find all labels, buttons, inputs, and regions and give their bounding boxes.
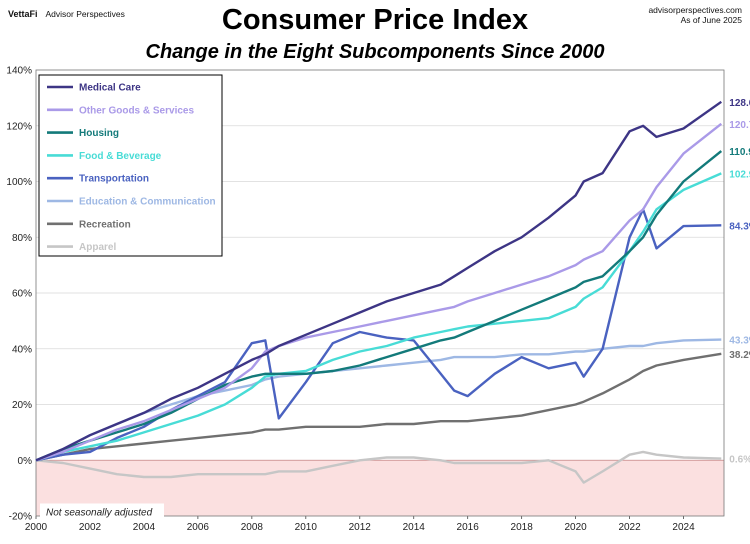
y-tick-label: 0% xyxy=(18,456,33,467)
series-end-label: 43.3% xyxy=(729,336,750,347)
legend-label: Apparel xyxy=(79,242,116,253)
y-tick-label: 80% xyxy=(12,233,32,244)
plot-frame xyxy=(35,69,725,517)
x-tick-label: 2002 xyxy=(79,522,102,533)
y-tick-label: 40% xyxy=(12,344,32,355)
legend-box xyxy=(38,74,223,257)
series-line-recreation xyxy=(35,352,722,462)
chart-subtitle: Change in the Eight Subcomponents Since … xyxy=(145,41,605,63)
y-tick-label: 60% xyxy=(12,289,32,300)
x-tick-label: 2004 xyxy=(133,522,156,533)
series-end-label: 84.3% xyxy=(729,221,750,232)
series-end-label: 120.7% xyxy=(729,120,750,131)
series-line-education-communication xyxy=(35,338,722,462)
y-tick-label: 120% xyxy=(6,121,32,132)
series-end-label: 0.6% xyxy=(729,455,750,466)
legend-label: Transportation xyxy=(79,174,149,185)
y-tick-label: 100% xyxy=(6,177,32,188)
note-text: Not seasonally adjusted xyxy=(46,507,153,518)
x-tick-label: 2000 xyxy=(25,522,48,533)
x-tick-label: 2008 xyxy=(241,522,264,533)
brand-name: VettaFi xyxy=(8,9,38,19)
series-end-label: 110.9% xyxy=(729,147,750,158)
legend-label: Medical Care xyxy=(79,83,141,94)
note-box xyxy=(40,503,164,520)
as-of-date: As of June 2025 xyxy=(680,15,742,25)
x-tick-label: 2020 xyxy=(564,522,587,533)
y-tick-label: 140% xyxy=(6,66,32,77)
legend-label: Housing xyxy=(79,128,119,139)
x-tick-label: 2018 xyxy=(511,522,534,533)
x-tick-label: 2012 xyxy=(349,522,372,533)
source-url: advisorperspectives.com xyxy=(648,5,742,15)
source-block: advisorperspectives.com As of June 2025 xyxy=(648,5,742,25)
series-end-label: 102.9% xyxy=(729,169,750,180)
y-tick-label: 20% xyxy=(12,400,32,411)
x-tick-label: 2006 xyxy=(187,522,210,533)
x-tick-label: 2014 xyxy=(403,522,426,533)
legend-label: Food & Beverage xyxy=(79,151,162,162)
x-tick-label: 2024 xyxy=(672,522,695,533)
legend-label: Recreation xyxy=(79,219,131,230)
series-line-housing xyxy=(35,150,723,462)
x-tick-label: 2022 xyxy=(618,522,641,533)
publisher-name: Advisor Perspectives xyxy=(45,9,125,19)
chart-title: Consumer Price Index xyxy=(221,4,529,36)
series-line-food-beverage xyxy=(35,172,722,462)
series-end-label: 128.6% xyxy=(729,98,750,109)
series-end-label: 38.2% xyxy=(729,350,750,361)
y-tick-label: -20% xyxy=(9,512,32,523)
series-line-apparel xyxy=(35,450,722,484)
series-line-medical-care xyxy=(35,100,722,462)
x-tick-label: 2010 xyxy=(295,522,318,533)
brand-logo: VettaFi Advisor Perspectives xyxy=(8,9,125,19)
legend-label: Education & Communication xyxy=(79,197,216,208)
legend-label: Other Goods & Services xyxy=(79,105,194,116)
series-line-other-goods-services xyxy=(35,122,723,462)
x-tick-label: 2016 xyxy=(457,522,480,533)
